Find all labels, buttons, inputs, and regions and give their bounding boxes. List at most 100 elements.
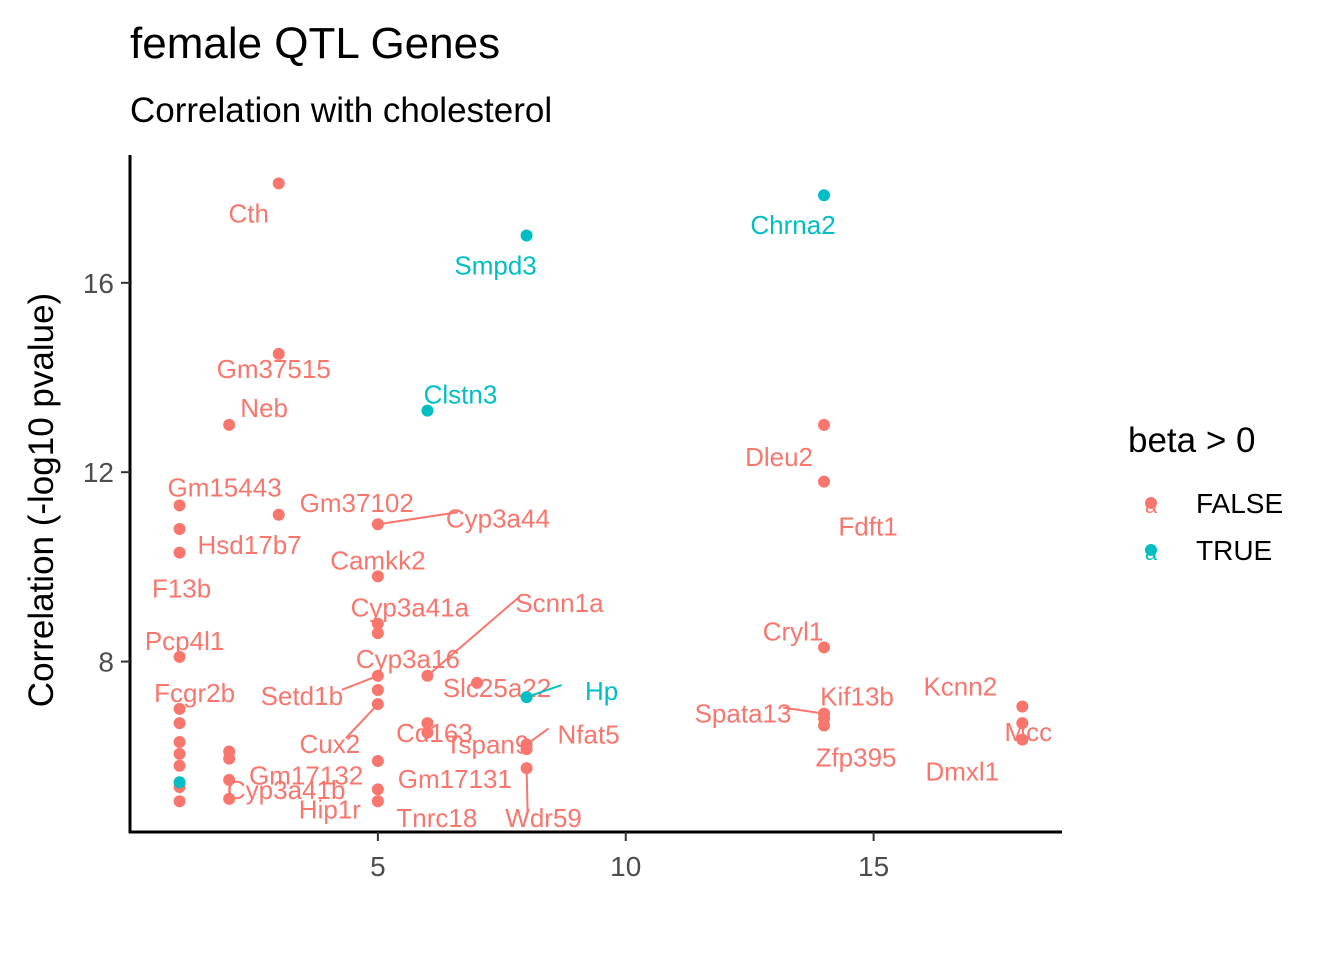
scatter-point	[223, 792, 236, 805]
label-leader-line	[525, 768, 529, 813]
scatter-point	[223, 418, 236, 431]
scatter-point	[371, 698, 384, 711]
x-tick-label: 10	[610, 851, 641, 882]
point-label: Hp	[585, 676, 618, 706]
point-label: Nfat5	[558, 719, 620, 749]
scatter-point	[818, 189, 831, 202]
point-label: Cyp3a16	[356, 644, 460, 674]
point-label: Gm17132	[249, 761, 363, 791]
point-label: Fdft1	[838, 512, 897, 542]
point-label: Cux2	[300, 729, 361, 759]
scatter-point	[173, 759, 186, 772]
scatter-point	[371, 617, 384, 630]
scatter-point	[818, 418, 831, 431]
y-tick-label: 16	[83, 268, 114, 299]
point-label: Gm17131	[398, 764, 512, 794]
scatter-point	[371, 669, 384, 682]
point-label: Smpd3	[454, 250, 536, 280]
point-label: Chrna2	[750, 210, 835, 240]
chart-title: female QTL Genes	[130, 19, 500, 68]
point-label: Cyp3a44	[446, 503, 550, 533]
chart-subtitle: Correlation with cholesterol	[130, 91, 552, 130]
point-label: Cyp3a41a	[351, 593, 470, 623]
point-label: Dmxl1	[926, 757, 1000, 787]
scatter-point	[421, 726, 434, 739]
scatter-point	[818, 719, 831, 732]
scatter-point	[471, 676, 484, 689]
point-label: Kif13b	[820, 681, 894, 711]
point-label: Setd1b	[261, 681, 343, 711]
scatter-point	[173, 776, 186, 789]
point-label: Zfp395	[816, 742, 897, 772]
point-labels: Cth Gm37515 Neb Gm15443 Gm37102 Cyp3a44 Hsd17b…	[145, 198, 1052, 833]
point-label: Wdr59	[505, 803, 582, 833]
scatter-point	[371, 570, 384, 583]
point-label: Gm37102	[300, 488, 414, 518]
label-leader-line	[377, 511, 459, 526]
scatter-point	[272, 347, 285, 360]
scatter-point	[371, 518, 384, 531]
scatter-point	[371, 783, 384, 796]
point-label: Dleu2	[745, 442, 813, 472]
point-label: Cyp3a41b	[227, 775, 346, 805]
label-leader-line	[426, 596, 521, 677]
scatter-point	[173, 736, 186, 749]
scatter-point	[272, 177, 285, 190]
point-label: Gm15443	[167, 472, 281, 502]
point-label: Scnn1a	[515, 588, 604, 618]
scatter-point	[421, 404, 434, 417]
scatter-point	[818, 475, 831, 488]
data-points	[173, 177, 1029, 808]
legend-key-letter: a	[1145, 493, 1158, 518]
legend-label: FALSE	[1196, 488, 1283, 519]
legend-label: TRUE	[1196, 535, 1272, 566]
point-label: Pcp4l1	[145, 626, 225, 656]
scatter-point	[272, 508, 285, 521]
legend-key-letter: a	[1145, 540, 1158, 565]
scatter-point	[818, 641, 831, 654]
x-tick-label: 5	[370, 851, 386, 882]
point-label: Mcc	[1005, 717, 1053, 747]
legend-key-point	[1145, 544, 1157, 556]
label-leader-line	[341, 674, 379, 691]
scatter-point	[520, 762, 533, 775]
scatter-point	[520, 691, 533, 704]
point-label: Cd163	[396, 718, 473, 748]
scatter-point	[173, 499, 186, 512]
point-label: Gm37515	[217, 354, 331, 384]
scatter-point	[173, 747, 186, 760]
legend-key-point	[1145, 497, 1157, 509]
scatter-point	[371, 754, 384, 767]
scatter-point	[223, 752, 236, 765]
point-label: Tspan9	[446, 730, 530, 760]
label-leader-line	[345, 703, 379, 739]
scatter-point	[1016, 700, 1029, 713]
point-label: Slc25a22	[443, 673, 551, 703]
scatter-point	[421, 669, 434, 682]
scatter-point	[223, 773, 236, 786]
point-label: Neb	[240, 393, 288, 423]
point-label: Clstn3	[424, 380, 498, 410]
scatter-point	[371, 795, 384, 808]
scatter-point	[1016, 733, 1029, 746]
y-axis-title: Correlation (-log10 pvalue)	[22, 293, 61, 707]
point-label: Fcgr2b	[154, 678, 235, 708]
scatter-point	[173, 523, 186, 536]
label-leader-line	[526, 684, 562, 699]
legend: beta > 0 a FALSE a TRUE	[1128, 421, 1283, 566]
axes: 5 10 15 8 12 16	[83, 155, 1062, 882]
y-tick-label: 12	[83, 457, 114, 488]
scatter-point	[520, 743, 533, 756]
point-label: Hsd17b7	[198, 530, 302, 560]
scatter-point	[173, 702, 186, 715]
label-leader-line	[782, 706, 825, 715]
point-label: F13b	[152, 574, 211, 604]
y-tick-label: 8	[98, 647, 114, 678]
scatter-point	[173, 795, 186, 808]
point-label: Kcnn2	[923, 672, 997, 702]
scatter-point	[421, 717, 434, 730]
point-label: Cth	[228, 198, 268, 228]
point-label: Spata13	[695, 699, 792, 729]
scatter-point	[1016, 717, 1029, 730]
